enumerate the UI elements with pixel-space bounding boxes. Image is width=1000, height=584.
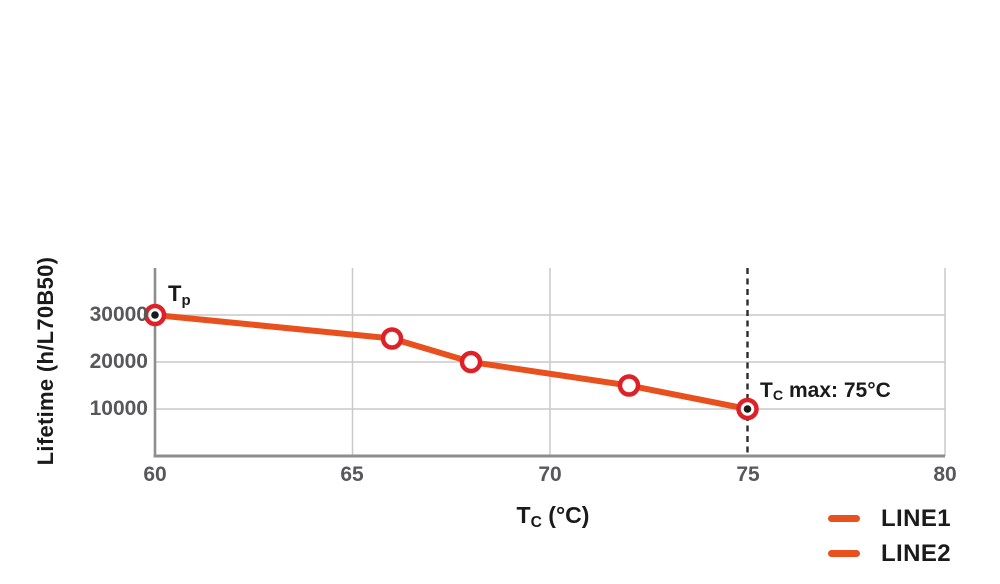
x-tick-75: 75 [736, 463, 760, 486]
data-point-marker [617, 374, 641, 397]
x-tick-60: 60 [143, 463, 167, 486]
x-axis-title-main: T [516, 502, 531, 528]
line1-swatch-icon [828, 515, 860, 522]
legend-label-line2: LINE2 [881, 540, 952, 567]
endpoint-dot [151, 311, 159, 319]
x-tick-70: 70 [538, 463, 562, 486]
x-axis-title-rest: (°C) [541, 502, 590, 528]
legend-row-line1: LINE1 [828, 504, 951, 533]
line2-swatch-icon [828, 550, 860, 557]
annotation-tp: Tp [168, 281, 191, 309]
annotation-tc-max: TC max: 75°C [760, 379, 891, 405]
x-tick-65: 65 [340, 463, 364, 486]
y-tick-10000: 10000 [89, 397, 148, 420]
annotation-tp-subscript: p [181, 291, 191, 309]
legend: LINE1 LINE2 [828, 504, 951, 574]
x-tick-80: 80 [933, 463, 957, 486]
data-point-marker [380, 327, 404, 350]
endpoint-dot [743, 405, 752, 413]
y-axis-title: Lifetime (h/L70B50) [33, 256, 58, 466]
y-tick-20000: 20000 [89, 350, 148, 373]
annotation-tc-max-subscript: C [772, 388, 784, 405]
legend-label-line1: LINE1 [881, 505, 952, 532]
annotation-tc-max-rest: max: 75°C [783, 379, 891, 402]
y-tick-30000: 30000 [89, 303, 148, 326]
legend-row-line2: LINE2 [828, 539, 951, 568]
x-axis-title: TC (°C) [516, 502, 590, 531]
annotation-tp-main: T [168, 281, 182, 306]
x-axis-title-subscript: C [530, 513, 542, 531]
data-point-marker [459, 350, 483, 374]
annotation-tc-max-main: T [760, 379, 773, 402]
